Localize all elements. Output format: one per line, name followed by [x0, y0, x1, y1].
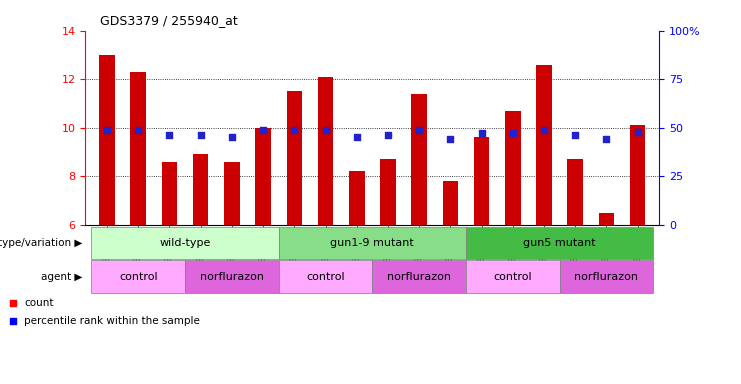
Bar [349, 171, 365, 225]
Point [7, 300, 19, 306]
Point [600, 136, 612, 142]
Text: gun5 mutant: gun5 mutant [523, 238, 596, 248]
Point [257, 127, 269, 133]
Bar [279, 227, 466, 259]
Bar [599, 212, 614, 225]
Point [476, 131, 488, 137]
Text: count: count [24, 298, 54, 308]
Point [226, 134, 238, 141]
Point [164, 132, 176, 139]
Bar [185, 260, 279, 293]
Bar [193, 154, 208, 225]
Bar [466, 260, 559, 293]
Bar [99, 55, 115, 225]
Point [507, 131, 519, 137]
Text: control: control [306, 271, 345, 282]
Text: norflurazon: norflurazon [387, 271, 451, 282]
Text: norflurazon: norflurazon [200, 271, 264, 282]
Point [319, 127, 331, 133]
Point [569, 132, 581, 139]
Text: norflurazon: norflurazon [574, 271, 639, 282]
Bar [568, 159, 583, 225]
Point [413, 127, 425, 133]
Bar [411, 94, 427, 225]
Text: gun1-9 mutant: gun1-9 mutant [330, 238, 414, 248]
Bar [91, 227, 279, 259]
Text: GDS3379 / 255940_at: GDS3379 / 255940_at [100, 14, 238, 27]
Bar [442, 181, 458, 225]
Bar [256, 128, 271, 225]
Bar [224, 162, 239, 225]
Bar [162, 162, 177, 225]
Bar [630, 125, 645, 225]
Bar [380, 159, 396, 225]
Text: agent ▶: agent ▶ [41, 271, 83, 282]
Point [632, 129, 644, 135]
Bar [318, 77, 333, 225]
Text: control: control [119, 271, 158, 282]
Text: control: control [494, 271, 532, 282]
Bar [130, 72, 146, 225]
Point [382, 132, 394, 139]
Bar [559, 260, 654, 293]
Text: percentile rank within the sample: percentile rank within the sample [24, 316, 200, 326]
Text: genotype/variation ▶: genotype/variation ▶ [0, 238, 83, 248]
Bar [279, 260, 372, 293]
Point [288, 127, 300, 133]
Bar [287, 91, 302, 225]
Point [538, 127, 550, 133]
Point [101, 127, 113, 133]
Bar [536, 65, 552, 225]
Point [7, 318, 19, 324]
Bar [372, 260, 466, 293]
Bar [505, 111, 521, 225]
Bar [91, 260, 185, 293]
Point [350, 134, 362, 141]
Point [195, 132, 207, 139]
Text: wild-type: wild-type [159, 238, 210, 248]
Point [133, 127, 144, 133]
Bar [466, 227, 654, 259]
Point [445, 136, 456, 142]
Bar [473, 137, 489, 225]
